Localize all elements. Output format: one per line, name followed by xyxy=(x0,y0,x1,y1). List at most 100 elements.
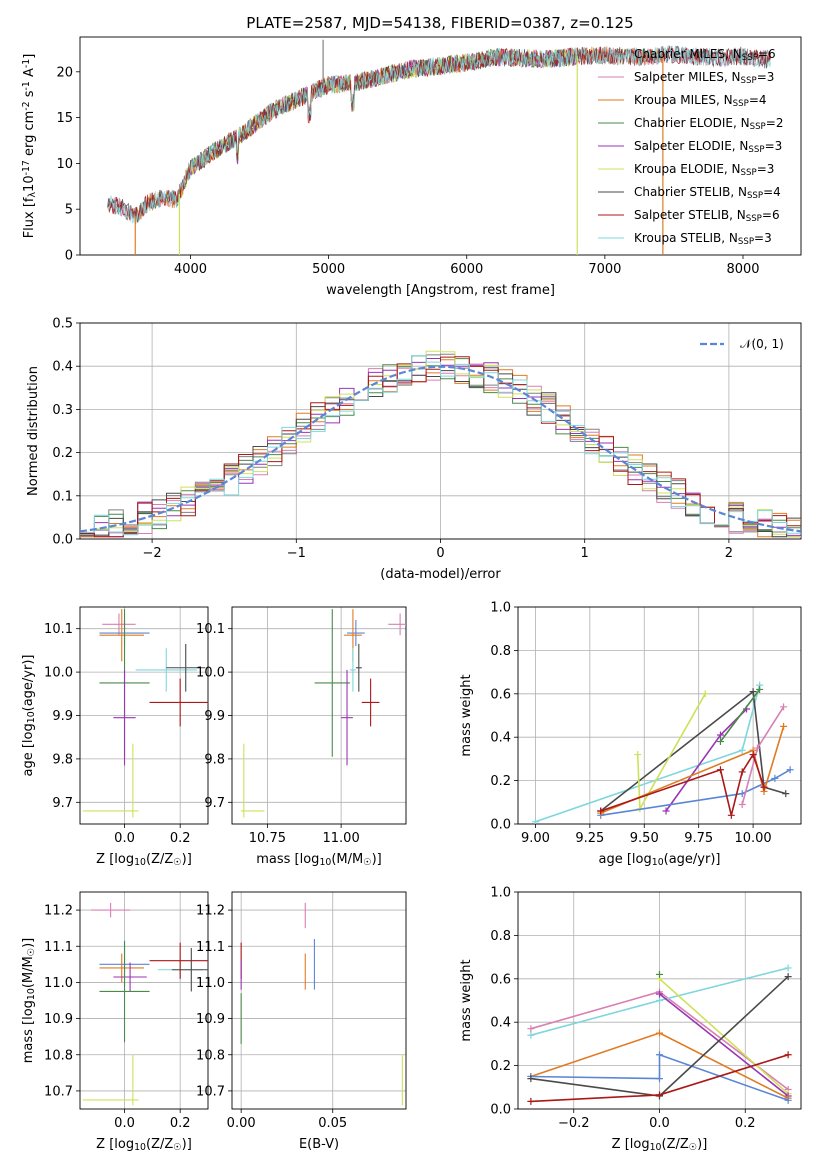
weight-marker xyxy=(701,690,709,698)
y-tick-label: 10.1 xyxy=(44,622,73,637)
y-tick-label: 10.9 xyxy=(196,1012,225,1027)
weight-line xyxy=(530,1053,789,1102)
y-tick-label: 0.4 xyxy=(52,360,73,375)
panel-age_vs_Z: 0.0 0.2 9.7 9.8 9.9 10.0 10.1 Z [log10(Z/Z☉)] ag… xyxy=(21,606,209,868)
weight-marker xyxy=(738,800,746,808)
panel-spectrum: 4000 5000 6000 7000 8000 0 5 10 15 20 wavelength [… xyxy=(21,36,802,298)
legend-label: Kroupa ELODIE, NSSP=3 xyxy=(634,162,774,178)
weight-marker xyxy=(784,1051,792,1059)
spectrum-line xyxy=(107,45,771,225)
weight-marker xyxy=(727,811,735,819)
y-tick-label: 0.4 xyxy=(490,1016,511,1031)
y-tick-label: 9.9 xyxy=(52,709,73,724)
y-tick-label: 9.9 xyxy=(204,709,225,724)
weight-marker xyxy=(738,746,746,754)
histogram-step xyxy=(80,350,801,538)
axes-frame xyxy=(79,36,802,256)
x-tick-label: 2 xyxy=(725,546,733,561)
x-axis-label: age [log10(age/yr)] xyxy=(599,852,721,868)
x-axis-label: Z [log10(Z/Z☉)] xyxy=(96,1137,192,1153)
x-axis-label: Z [log10(Z/Z☉)] xyxy=(96,852,192,868)
y-tick-label: 0.0 xyxy=(490,1103,511,1118)
y-tick-label: 9.7 xyxy=(52,796,73,811)
legend-label: Kroupa STELIB, NSSP=3 xyxy=(634,231,772,247)
weight-marker xyxy=(784,973,792,981)
weight-marker xyxy=(749,751,757,759)
y-axis-label: mass weight xyxy=(459,674,474,756)
axes-frame xyxy=(79,891,209,1110)
weight-line xyxy=(600,769,791,817)
x-tick-label: 1 xyxy=(581,546,589,561)
x-tick-label: 0 xyxy=(436,546,444,561)
weight-line xyxy=(600,690,787,812)
weight-marker xyxy=(784,1096,792,1104)
x-tick-label: 0.0 xyxy=(114,1116,135,1131)
y-tick-label: 0 xyxy=(65,249,73,264)
axes-frame xyxy=(79,606,209,825)
y-tick-label: 0.1 xyxy=(52,489,73,504)
weight-marker xyxy=(771,774,779,782)
weight-marker xyxy=(527,1097,535,1105)
plot-area-age_vs_mass xyxy=(240,609,406,818)
x-tick-label: 4000 xyxy=(174,262,207,277)
x-axis-label: (data-model)/error xyxy=(380,567,501,582)
x-tick-label: 0.2 xyxy=(170,1116,191,1131)
legend-label: 𝒩(0, 1) xyxy=(740,337,784,351)
x-tick-label: 11.00 xyxy=(323,831,360,846)
y-tick-label: 0.3 xyxy=(52,403,73,418)
weight-marker xyxy=(738,768,746,776)
x-tick-label: 0.00 xyxy=(227,1116,256,1131)
y-axis-label: Normed distribution xyxy=(26,366,41,496)
y-tick-label: 10.9 xyxy=(44,1012,73,1027)
plot-area-mass_vs_Z xyxy=(82,902,208,1106)
y-tick-label: 15 xyxy=(56,111,73,126)
x-tick-label: 7000 xyxy=(588,262,621,277)
y-tick-label: 0.2 xyxy=(490,1059,511,1074)
legend-label: Kroupa MILES, NSSP=4 xyxy=(634,93,767,109)
weight-marker xyxy=(656,1091,663,1099)
y-tick-label: 0.6 xyxy=(490,972,511,987)
weight-marker xyxy=(527,1075,535,1083)
plot-area-mass_vs_ebv xyxy=(240,902,403,1106)
x-tick-label: 0.2 xyxy=(170,831,191,846)
y-tick-label: 11.2 xyxy=(196,904,225,919)
plot-area-weight_vs_Z xyxy=(527,964,792,1105)
panel-mass_vs_ebv: 0.00 0.05 10.7 10.8 10.9 11.0 11.1 11.2 E(B-V) xyxy=(196,891,407,1152)
weight-marker xyxy=(749,688,757,696)
weight-marker xyxy=(716,766,724,774)
y-tick-label: 0.0 xyxy=(490,818,511,833)
weight-marker xyxy=(784,964,792,972)
x-tick-label: 6000 xyxy=(450,262,483,277)
x-axis-label: wavelength [Angstrom, rest frame] xyxy=(326,283,555,298)
weight-marker xyxy=(634,751,642,759)
figure-title: PLATE=2587, MJD=54138, FIBERID=0387, z=0… xyxy=(246,14,633,32)
y-tick-label: 0.5 xyxy=(52,317,73,332)
x-tick-label: 10.75 xyxy=(249,831,286,846)
plot-area-weight_vs_age xyxy=(531,681,794,824)
weight-marker xyxy=(656,970,663,978)
axes-frame xyxy=(231,891,407,1110)
panel-mass_vs_Z: 0.0 0.2 10.7 10.8 10.9 11.0 11.1 11.2 Z [log10(Z… xyxy=(21,891,209,1153)
weight-marker xyxy=(527,1031,535,1039)
y-tick-label: 5 xyxy=(65,203,73,218)
x-tick-label: 0.0 xyxy=(649,1116,670,1131)
y-tick-label: 9.7 xyxy=(204,796,225,811)
axes-frame xyxy=(517,606,802,825)
histogram-step xyxy=(80,353,801,538)
x-axis-label: Z [log10(Z/Z☉)] xyxy=(612,1137,708,1153)
legend-label: Salpeter STELIB, NSSP=6 xyxy=(634,208,780,224)
y-tick-label: 11.1 xyxy=(44,940,73,955)
weight-marker xyxy=(656,1051,663,1059)
y-tick-label: 11.0 xyxy=(44,976,73,991)
x-tick-label: 5000 xyxy=(312,262,345,277)
y-axis-label: Flux [fλ10-17 erg cm-2 s-1 A-1] xyxy=(21,54,38,239)
gaussian-curve xyxy=(80,365,801,533)
legend: Chabrier MILES, NSSP=6 Salpeter MILES, NS… xyxy=(598,47,783,247)
x-tick-label: −1 xyxy=(287,546,306,561)
y-tick-label: 9.8 xyxy=(204,752,225,767)
weight-marker xyxy=(782,790,790,798)
y-tick-label: 10.8 xyxy=(44,1048,73,1063)
x-tick-label: 0.2 xyxy=(735,1116,756,1131)
y-tick-label: 10.1 xyxy=(196,622,225,637)
y-axis-label: mass [log10(M/M☉)] xyxy=(21,938,37,1064)
